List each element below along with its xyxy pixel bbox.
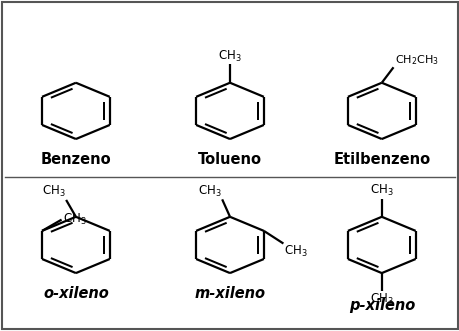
Text: Etilbenzeno: Etilbenzeno	[332, 152, 430, 167]
Text: p-xileno: p-xileno	[348, 298, 414, 313]
Text: o-xileno: o-xileno	[43, 286, 108, 301]
Text: Tolueno: Tolueno	[197, 152, 262, 167]
Text: CH$_3$: CH$_3$	[197, 184, 221, 199]
Text: CH$_2$CH$_3$: CH$_2$CH$_3$	[394, 53, 438, 67]
Text: m-xileno: m-xileno	[194, 286, 265, 301]
Text: CH$_3$: CH$_3$	[62, 212, 86, 227]
Text: CH$_3$: CH$_3$	[284, 244, 308, 259]
Text: Benzeno: Benzeno	[40, 152, 111, 167]
Text: CH$_3$: CH$_3$	[218, 49, 241, 64]
Text: CH$_3$: CH$_3$	[369, 183, 393, 198]
Text: CH$_3$: CH$_3$	[369, 292, 393, 307]
Text: CH$_3$: CH$_3$	[41, 184, 65, 199]
